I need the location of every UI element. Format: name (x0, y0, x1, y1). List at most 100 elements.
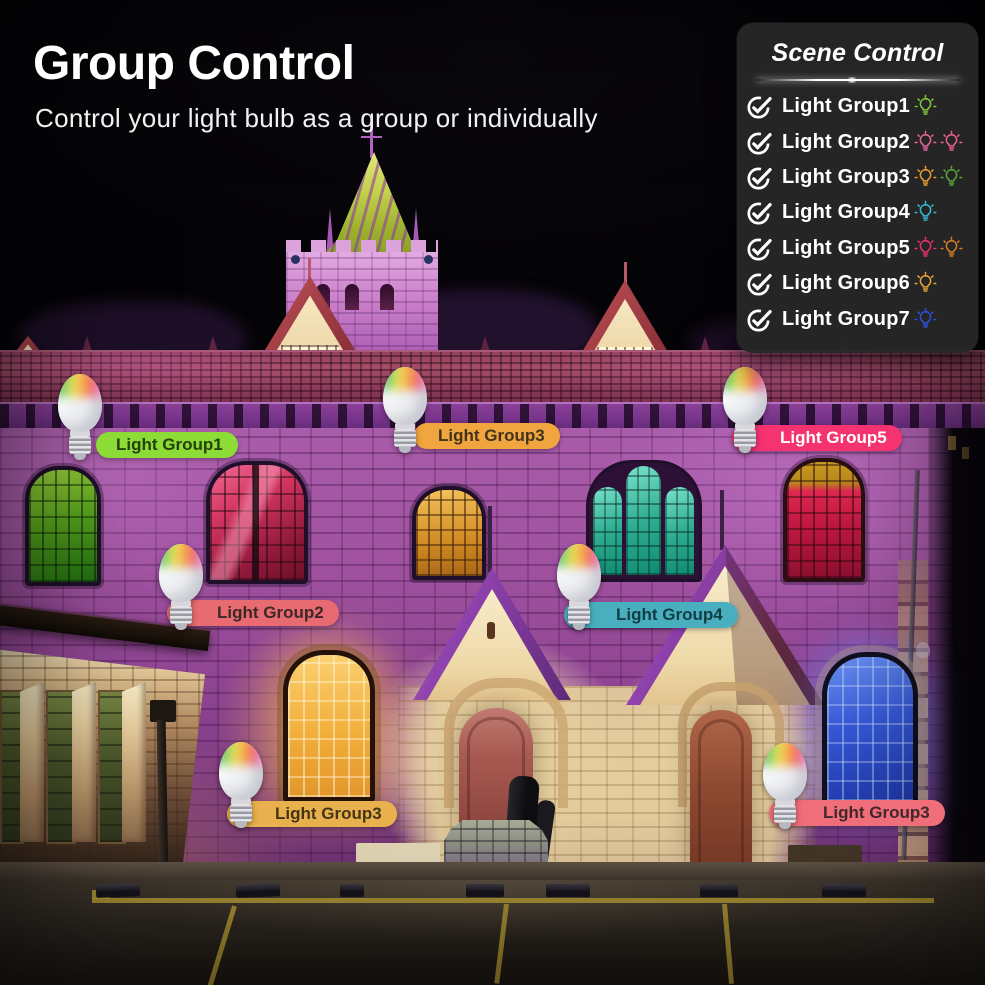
teal-lancet (665, 487, 694, 575)
roof-finial (480, 336, 490, 352)
check-icon (747, 273, 772, 296)
parking-stop (235, 883, 281, 898)
window-crimson-left (206, 461, 308, 584)
scene-item-label: Light Group2 (782, 130, 910, 153)
rgb-bulb-icon (763, 743, 807, 831)
panel-divider (755, 77, 960, 83)
scene-control-item[interactable]: Light Group2 (737, 124, 978, 159)
parking-stop (466, 884, 504, 897)
panel-title: Scene Control (771, 39, 944, 67)
tiled-roof (0, 350, 985, 406)
scene-control-item[interactable]: Light Group5 (737, 231, 978, 266)
headline-block: Group Control Control your light bulb as… (33, 36, 733, 134)
drainpipe-box (150, 700, 176, 722)
tower-window (380, 284, 394, 310)
tower-orb (424, 255, 433, 264)
garden-pilaster (20, 682, 44, 842)
bulb-rays-icon (914, 236, 937, 257)
scene-item-label: Light Group5 (782, 236, 910, 259)
rgb-bulb-icon (723, 367, 767, 455)
window-amber-lower (283, 650, 375, 802)
rgb-bulb-icon (383, 367, 427, 455)
roof-finial (700, 336, 710, 352)
distant-lit-window (948, 436, 956, 450)
rgb-bulb-icon (159, 544, 203, 632)
roof-finial (82, 336, 92, 352)
window-teal-cluster (586, 460, 702, 582)
tower-pinnacle (412, 208, 420, 256)
door-arch-left (444, 678, 568, 808)
scene-control-item[interactable]: Light Group7 (737, 301, 978, 336)
garden-window (46, 690, 76, 844)
scene-control-item[interactable]: Light Group3 (737, 160, 978, 195)
bulb-icons (913, 236, 964, 261)
window-amber-center (412, 486, 486, 580)
garden-pilaster (122, 682, 146, 842)
roof-finial (208, 336, 218, 352)
scene-item-label: Light Group6 (782, 272, 910, 295)
teal-lancet (626, 466, 661, 575)
wall-plaque (788, 845, 862, 867)
tower-orb (291, 255, 300, 264)
parking-stop (95, 883, 141, 898)
bulb-rays-icon (940, 165, 963, 186)
scene-control-panel: Scene Control Light Group1 Light Group2 … (737, 23, 978, 353)
bulb-icons (913, 94, 938, 119)
light-group-label: Light Group1 (96, 432, 238, 458)
parking-stop (700, 884, 738, 897)
gable-spike (720, 490, 724, 550)
light-group-label: Light Group3 (227, 801, 397, 827)
asphalt-ground (0, 880, 985, 985)
rgb-bulb-icon (58, 374, 102, 462)
scene-item-label: Light Group7 (782, 307, 910, 330)
bulb-rays-icon (940, 236, 963, 257)
garden-pilaster (72, 682, 96, 842)
door-right (690, 710, 752, 862)
gable-spike (488, 506, 492, 572)
bulb-rays-icon (940, 130, 963, 151)
scene-item-label: Light Group1 (782, 95, 910, 118)
bulb-rays-icon (914, 94, 937, 115)
gable-ornament (487, 622, 495, 639)
scene-control-item[interactable]: Light Group4 (737, 195, 978, 230)
garden-window (98, 690, 126, 844)
dark-right-edge (928, 428, 985, 870)
check-icon (747, 167, 772, 190)
window-crimson-right (783, 458, 865, 582)
check-icon (747, 309, 772, 332)
scene-control-item[interactable]: Light Group6 (737, 266, 978, 301)
rgb-bulb-icon (557, 544, 601, 632)
sidewalk (0, 862, 985, 882)
check-icon (747, 96, 772, 119)
scene-control-item[interactable]: Light Group1 (737, 89, 978, 124)
check-icon (747, 238, 772, 261)
door-left (459, 708, 533, 826)
check-icon (747, 132, 772, 155)
distant-lit-window (962, 447, 969, 459)
light-group-label: Light Group3 (769, 800, 945, 826)
spire-finial-crossbar (361, 136, 382, 138)
parking-stop (340, 884, 364, 897)
page-subtitle: Control your light bulb as a group or in… (35, 103, 598, 133)
light-group-label: Light Group4 (564, 602, 738, 628)
scene-item-label: Light Group4 (782, 201, 910, 224)
bulb-icons (913, 165, 964, 190)
page-title: Group Control (33, 37, 355, 90)
bulb-rays-icon (914, 201, 937, 222)
light-group-label: Light Group3 (414, 423, 560, 449)
dormer-finial (308, 258, 311, 284)
tower-battlement (286, 240, 438, 253)
parking-stop (822, 884, 866, 897)
bulb-rays-icon (914, 130, 937, 151)
tower-pinnacle (326, 208, 334, 256)
bulb-rays-icon (914, 165, 937, 186)
bulb-icons (913, 307, 938, 332)
light-group-label: Light Group5 (732, 425, 902, 451)
light-group-label: Light Group2 (167, 600, 339, 626)
bulb-icons (913, 271, 938, 296)
parking-line (92, 898, 934, 903)
bulb-icons (913, 130, 964, 155)
rgb-bulb-icon (219, 742, 263, 830)
wall-lamp (916, 642, 930, 658)
